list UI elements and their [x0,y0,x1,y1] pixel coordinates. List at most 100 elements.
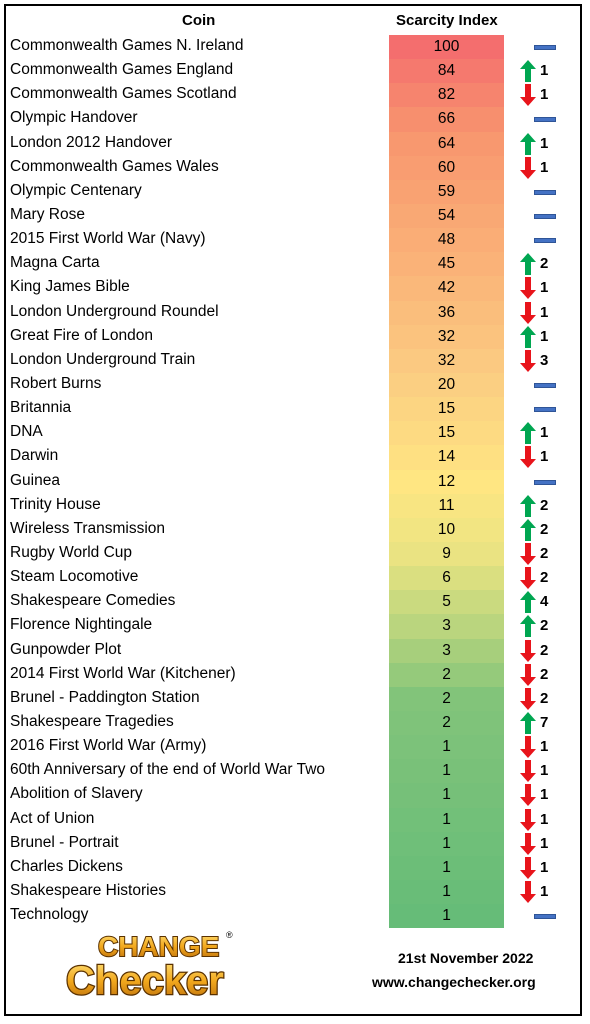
coin-name: Charles Dickens [10,857,123,875]
table-row: Great Fire of London 32 1 [6,324,580,349]
logo-text-top: CHANGE [98,931,219,962]
coin-name: Shakespeare Tragedies [10,712,174,730]
rank-change: 2 [516,639,576,663]
coin-name: Steam Locomotive [10,568,139,586]
coin-name: London 2012 Handover [10,133,173,151]
rank-change [516,397,576,421]
scarcity-index-value: 32 [389,324,504,349]
rank-change: 1 [516,808,576,832]
scarcity-index-value: 1 [389,759,504,784]
rank-change: 1 [516,735,576,759]
rank-change [516,904,576,928]
scarcity-index-value: 1 [389,904,504,929]
rank-change-amount: 7 [540,713,549,731]
down-arrow-icon [520,567,536,590]
coin-name: Abolition of Slavery [10,785,143,803]
table-row: London Underground Roundel 36 1 [6,300,580,325]
down-arrow-icon [520,301,536,324]
rank-change-amount: 1 [540,303,549,321]
scarcity-index-value: 2 [389,686,504,711]
no-change-dash-icon [534,238,556,244]
coin-name: Act of Union [10,809,95,827]
rank-change-amount: 2 [540,520,549,538]
rank-change-amount: 1 [540,762,549,780]
rank-change-amount: 1 [540,882,549,900]
rank-change-amount: 1 [540,858,549,876]
rank-change-amount: 2 [540,544,549,562]
down-arrow-icon [520,832,536,855]
rank-change-amount: 2 [540,617,549,635]
scarcity-index-value: 1 [389,735,504,760]
table-row: Olympic Centenary 59 [6,179,580,204]
scarcity-index-value: 11 [389,493,504,518]
table-row: 60th Anniversary of the end of World War… [6,759,580,784]
rank-change: 1 [516,880,576,904]
up-arrow-icon [520,422,536,445]
table-row: Technology 1 [6,904,580,929]
coin-name: 2014 First World War (Kitchener) [10,664,236,682]
website-url[interactable]: www.changechecker.org [372,974,536,990]
report-date: 21st November 2022 [398,950,534,966]
up-arrow-icon [520,518,536,541]
scarcity-index-value: 20 [389,372,504,398]
rank-change [516,107,576,131]
scarcity-table-panel: Coin Scarcity Index Commonwealth Games N… [4,4,582,1016]
table-row: Guinea 12 [6,469,580,494]
rank-change: 2 [516,542,576,566]
coin-name: Shakespeare Comedies [10,592,176,610]
coin-name: Trinity House [10,495,101,513]
down-arrow-icon [520,760,536,783]
rank-change [516,373,576,397]
coin-name: Gunpowder Plot [10,640,122,658]
scarcity-index-value: 12 [389,469,504,494]
rank-change: 1 [516,83,576,107]
logo-text-bottom: Checker [66,959,224,1003]
rank-change-amount: 2 [540,641,549,659]
table-row: Abolition of Slavery 1 1 [6,783,580,808]
table-row: Shakespeare Comedies 5 4 [6,590,580,615]
no-change-dash-icon [534,189,556,195]
no-change-dash-icon [534,479,556,485]
rank-change: 1 [516,325,576,349]
table-row: Robert Burns 20 [6,372,580,398]
no-change-dash-icon [534,914,556,920]
scarcity-index-column-header: Scarcity Index [396,12,498,29]
up-arrow-icon [520,591,536,614]
rank-change [516,35,576,59]
scarcity-index-value: 10 [389,517,504,542]
up-arrow-icon [520,711,536,734]
up-arrow-icon [520,60,536,83]
table-row: 2015 First World War (Navy) 48 [6,228,580,253]
rank-change-amount: 2 [540,569,549,587]
table-row: 2014 First World War (Kitchener) 2 2 [6,662,580,687]
rank-change-amount: 2 [540,496,549,514]
scarcity-index-value: 14 [389,445,504,470]
table-row: Florence Nightingale 3 2 [6,614,580,639]
coin-name: Wireless Transmission [10,519,166,537]
down-arrow-icon [520,446,536,469]
down-arrow-icon [520,349,536,372]
rank-change-amount: 1 [540,134,549,152]
no-change-dash-icon [534,45,556,50]
scarcity-index-value: 54 [389,203,504,229]
rank-change: 2 [516,252,576,276]
coin-name: Robert Burns [10,374,102,392]
table-row: Shakespeare Tragedies 2 7 [6,710,580,736]
table-row: Charles Dickens 1 1 [6,855,580,880]
down-arrow-icon [520,808,536,831]
table-row: Britannia 15 [6,397,580,422]
rank-change: 7 [516,711,576,735]
coin-name: Olympic Centenary [10,181,142,199]
scarcity-index-value: 9 [389,541,504,567]
coin-name: 2016 First World War (Army) [10,737,207,755]
scarcity-index-value: 66 [389,107,504,132]
coin-name: Darwin [10,447,59,465]
table-row: Brunel - Paddington Station 2 2 [6,686,580,711]
no-change-dash-icon [534,117,556,123]
table-row: London Underground Train 32 3 [6,348,580,373]
rank-change-amount: 2 [540,665,549,683]
no-change-dash-icon [534,407,556,413]
coin-name: Commonwealth Games Scotland [10,85,237,103]
rank-change: 2 [516,614,576,638]
rank-change [516,228,576,252]
